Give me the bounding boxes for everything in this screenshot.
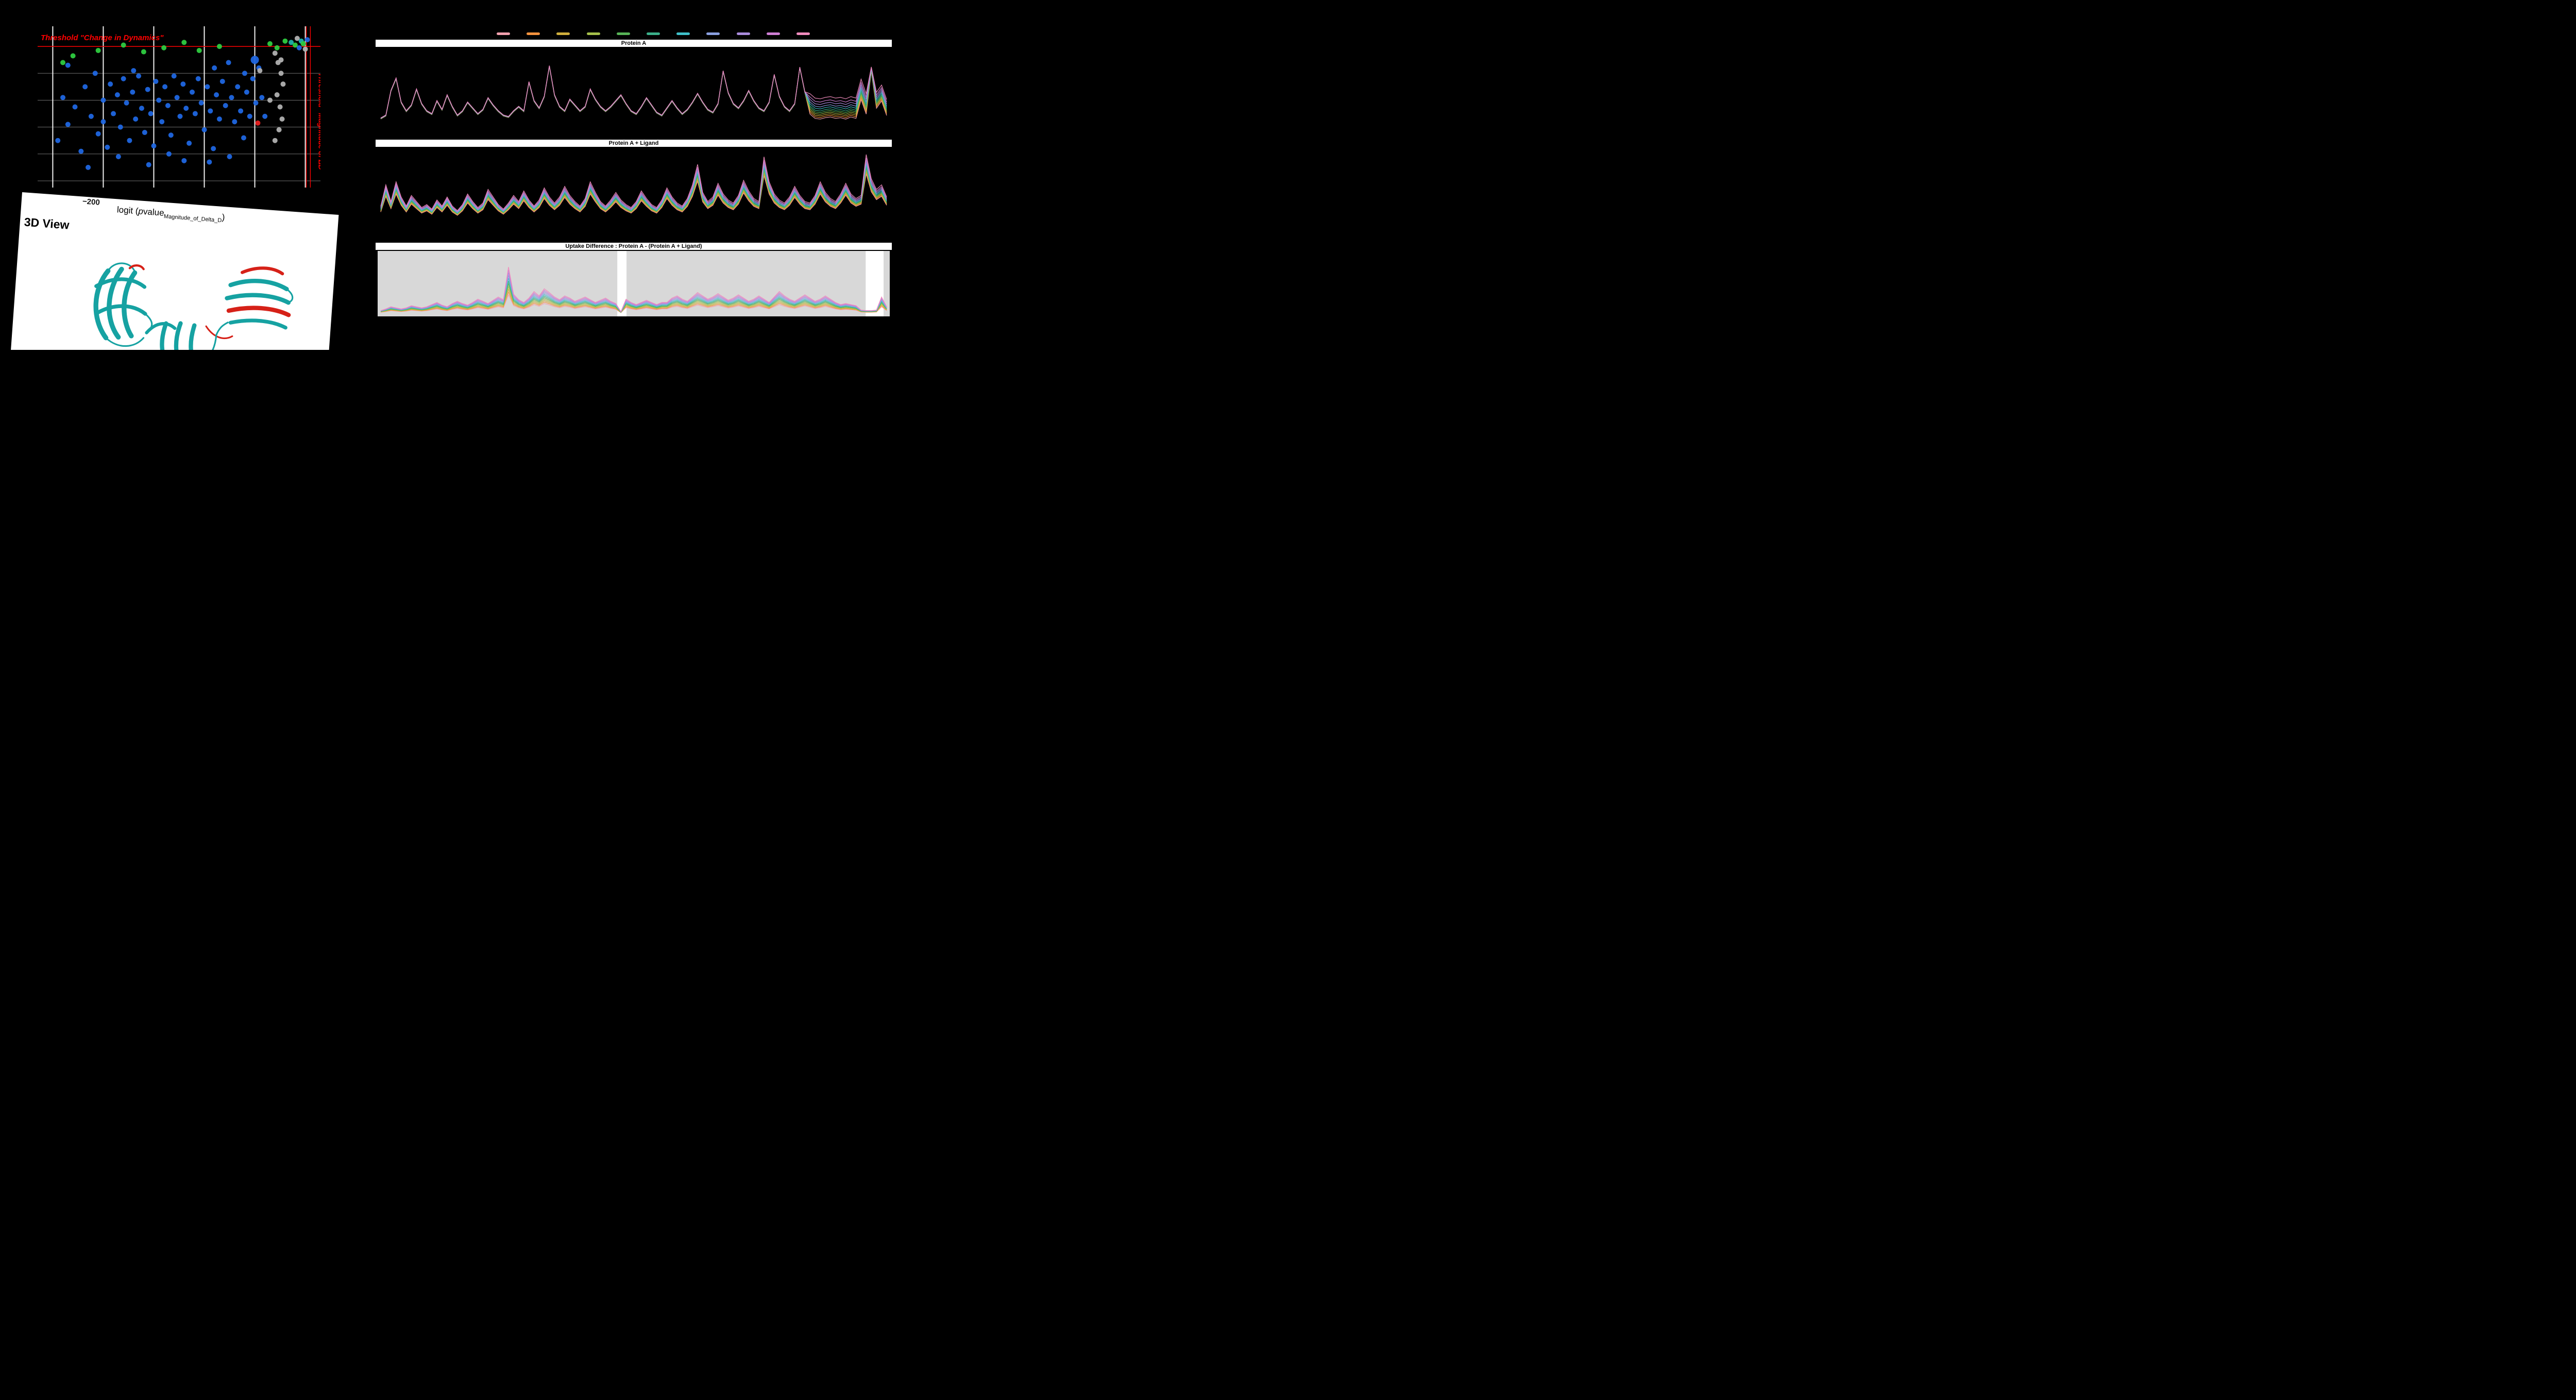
legend-swatch[interactable]: [796, 32, 810, 35]
chart-title: Protein A + Ligand: [608, 140, 659, 146]
timepoint-legend: [497, 32, 810, 35]
legend-swatch[interactable]: [497, 32, 510, 35]
volcano-x-tick-label: −200: [82, 197, 100, 207]
3d-view-panel[interactable]: −200 logit (pvalueMagnitude_of_Delta_D) …: [9, 192, 339, 350]
uptake-chart-protein-a-ligand[interactable]: [376, 147, 892, 233]
svg-text:Threshold "Magnitude of ΔD": Threshold "Magnitude of ΔD": [317, 73, 320, 174]
volcano-plot[interactable]: Threshold "Change in Dynamics" Threshold …: [38, 26, 320, 188]
legend-swatch[interactable]: [766, 32, 780, 35]
chart-titlebar-protein-a: Protein A: [376, 40, 892, 47]
legend-swatch[interactable]: [586, 32, 600, 35]
uptake-chart-protein-a[interactable]: [376, 47, 892, 137]
legend-swatch[interactable]: [646, 32, 660, 35]
legend-swatch[interactable]: [676, 32, 690, 35]
chart-titlebar-protein-a-ligand: Protein A + Ligand: [376, 140, 892, 147]
protein-3d-structure[interactable]: [37, 234, 303, 350]
legend-swatch[interactable]: [616, 32, 630, 35]
legend-swatch[interactable]: [527, 32, 540, 35]
3d-view-title: 3D View: [23, 215, 70, 232]
chart-title: Protein A: [621, 40, 647, 46]
legend-swatch[interactable]: [556, 32, 570, 35]
volcano-xaxis-label: logit (pvalueMagnitude_of_Delta_D): [116, 205, 226, 224]
legend-swatch[interactable]: [736, 32, 750, 35]
chart-title: Uptake Difference : Protein A - (Protein…: [565, 243, 702, 249]
chart-titlebar-uptake-difference: Uptake Difference : Protein A - (Protein…: [376, 243, 892, 250]
legend-swatch[interactable]: [706, 32, 720, 35]
hdx-analysis-dashboard: Threshold "Change in Dynamics" Threshold …: [0, 0, 913, 350]
svg-text:Threshold "Change in Dynamics": Threshold "Change in Dynamics": [41, 33, 164, 42]
uptake-difference-chart[interactable]: [376, 250, 892, 317]
